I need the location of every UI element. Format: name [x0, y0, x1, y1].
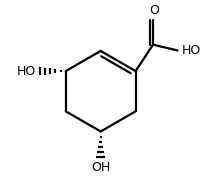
- Text: O: O: [150, 4, 159, 17]
- Text: OH: OH: [91, 161, 110, 174]
- Text: HO: HO: [182, 44, 201, 57]
- Text: HO: HO: [17, 65, 36, 78]
